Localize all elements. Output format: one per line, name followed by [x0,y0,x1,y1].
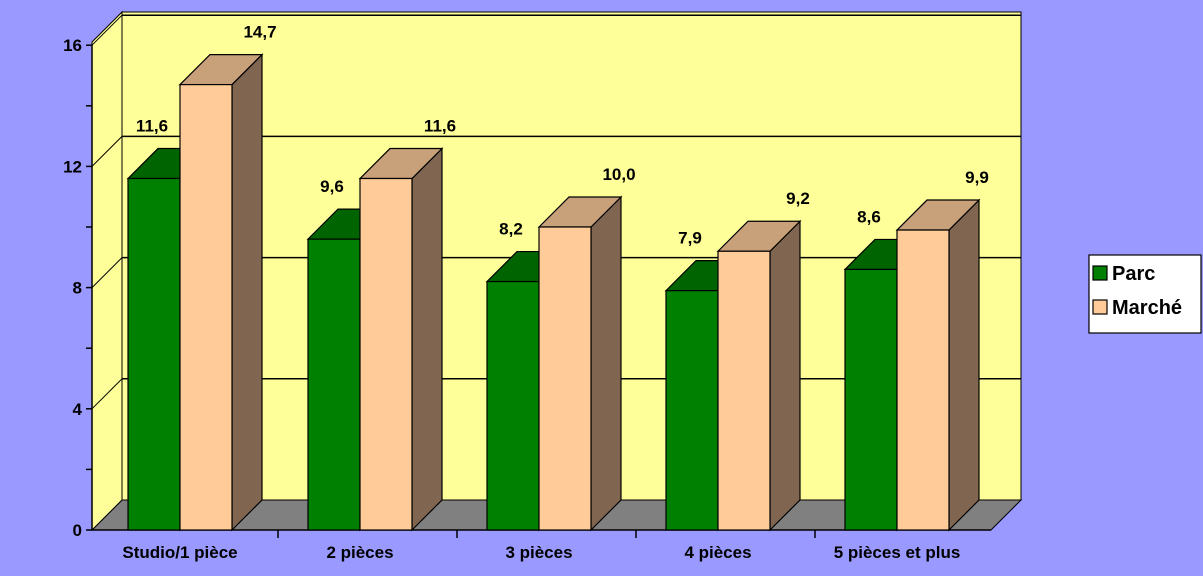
data-label-parc: 9,6 [320,177,344,196]
y-tick-label: 12 [63,157,82,176]
bar-front [717,250,771,531]
bar-side [231,53,263,532]
bar [895,198,981,532]
bar-side [948,198,980,532]
legend-label: Parc [1112,263,1155,285]
data-label-marche: 14,7 [243,23,276,42]
data-label-marche: 9,9 [965,168,989,187]
gridline-side [91,14,123,46]
bar [716,219,802,532]
legend-label: Marché [1112,297,1182,319]
bar-front [486,280,540,531]
gridline-side [91,257,123,288]
data-label-marche: 9,2 [786,189,810,208]
x-axis-labels: Studio/1 pièce 2 pièces 3 pièces 4 pièces 5 … [122,543,960,562]
bars [126,53,981,532]
gridline-side [91,136,123,167]
side-wall [91,10,123,532]
data-label-marche: 10,0 [602,165,635,184]
y-axis: 0 4 8 12 16 [63,36,991,540]
y-tick-label: 4 [73,400,83,419]
x-tick-label: 5 pièces et plus [834,543,961,562]
gridline-side [91,378,123,410]
data-label-parc: 8,6 [857,207,881,226]
bar [178,53,264,532]
bar [358,147,444,532]
x-tick-label: Studio/1 pièce [122,543,237,562]
bar-front [179,83,233,531]
bar-side [411,147,443,532]
bar-front [307,238,361,531]
bar-front [844,268,898,531]
y-tick-label: 16 [63,36,82,55]
legend-swatch [1092,265,1108,281]
legend-box [1088,254,1202,334]
data-label-marche: 11,6 [424,117,456,136]
legend-swatch [1092,299,1108,315]
y-tick-label: 8 [73,279,82,298]
bar-front [896,229,950,531]
x-tick-label: 4 pièces [684,543,751,562]
bar-front [359,177,413,531]
bar-front [665,290,719,531]
data-label-parc: 11,6 [136,117,168,136]
data-labels: 11,6 14,7 9,6 11,6 8,2 10,0 7,9 9,2 8,6 9,9 [136,23,989,248]
data-label-parc: 7,9 [678,229,702,248]
bar-front [538,226,592,531]
bar-front [127,177,181,531]
data-label-parc: 8,2 [499,220,523,239]
bar-side [769,219,801,532]
x-tick-label: 3 pièces [505,543,572,562]
legend: Parc Marché [1088,254,1202,334]
bar [537,195,623,532]
bar-side [590,195,622,532]
y-tick-label: 0 [73,521,82,540]
x-tick-label: 2 pièces [326,543,393,562]
